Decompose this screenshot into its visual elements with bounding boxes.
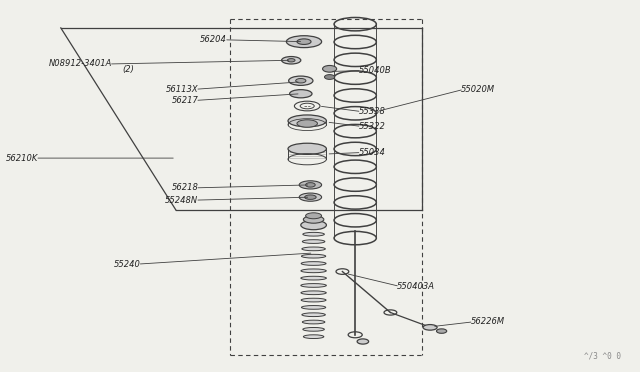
Text: 56217: 56217 bbox=[172, 96, 198, 105]
Ellipse shape bbox=[302, 320, 325, 324]
Text: 55338: 55338 bbox=[358, 107, 385, 116]
Text: 55240: 55240 bbox=[114, 260, 141, 269]
Ellipse shape bbox=[287, 58, 295, 62]
Text: 56218: 56218 bbox=[172, 183, 198, 192]
Ellipse shape bbox=[301, 283, 326, 287]
Ellipse shape bbox=[287, 36, 322, 48]
Text: (2): (2) bbox=[122, 65, 134, 74]
Text: 55248N: 55248N bbox=[165, 196, 198, 205]
Text: 55040B: 55040B bbox=[358, 66, 391, 75]
Ellipse shape bbox=[301, 291, 326, 295]
Ellipse shape bbox=[300, 193, 321, 201]
Ellipse shape bbox=[301, 276, 326, 280]
Text: 56210K: 56210K bbox=[6, 154, 38, 163]
Ellipse shape bbox=[303, 216, 324, 223]
Ellipse shape bbox=[282, 57, 301, 64]
Ellipse shape bbox=[423, 324, 437, 330]
Ellipse shape bbox=[302, 313, 325, 317]
Text: ^/3 ^0 0: ^/3 ^0 0 bbox=[584, 352, 621, 361]
Ellipse shape bbox=[301, 262, 326, 265]
Text: 55034: 55034 bbox=[358, 148, 385, 157]
Ellipse shape bbox=[289, 90, 312, 98]
Ellipse shape bbox=[303, 335, 324, 339]
Ellipse shape bbox=[288, 115, 326, 127]
Ellipse shape bbox=[288, 143, 326, 154]
Text: 550403A: 550403A bbox=[397, 282, 435, 291]
Text: 55020M: 55020M bbox=[461, 85, 495, 94]
Ellipse shape bbox=[302, 247, 325, 251]
Ellipse shape bbox=[301, 269, 326, 273]
Ellipse shape bbox=[302, 240, 325, 243]
Ellipse shape bbox=[305, 195, 316, 199]
Ellipse shape bbox=[289, 76, 313, 85]
Text: 55322: 55322 bbox=[358, 122, 385, 131]
Ellipse shape bbox=[297, 120, 317, 127]
Text: 56204: 56204 bbox=[200, 35, 227, 44]
Ellipse shape bbox=[301, 298, 326, 302]
Ellipse shape bbox=[323, 65, 337, 72]
Ellipse shape bbox=[303, 327, 324, 331]
Ellipse shape bbox=[301, 220, 326, 230]
Ellipse shape bbox=[306, 213, 322, 219]
Ellipse shape bbox=[301, 254, 326, 258]
Ellipse shape bbox=[301, 305, 326, 309]
Text: 56226M: 56226M bbox=[470, 317, 504, 326]
Ellipse shape bbox=[303, 225, 324, 229]
Ellipse shape bbox=[436, 329, 447, 333]
Ellipse shape bbox=[357, 339, 369, 344]
Ellipse shape bbox=[296, 78, 306, 83]
Ellipse shape bbox=[324, 74, 335, 79]
Ellipse shape bbox=[305, 183, 315, 187]
Ellipse shape bbox=[300, 181, 321, 189]
Text: N08912-3401A: N08912-3401A bbox=[49, 60, 112, 68]
Ellipse shape bbox=[303, 232, 324, 236]
Text: 56113X: 56113X bbox=[166, 85, 198, 94]
Ellipse shape bbox=[297, 39, 311, 44]
